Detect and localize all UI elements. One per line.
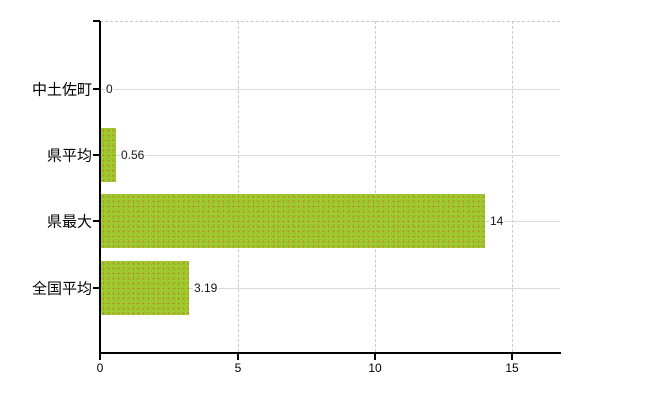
x-tick-label-10: 10: [368, 361, 382, 375]
x-tick-label-5: 5: [234, 361, 242, 375]
category-label: 全国平均: [31, 280, 92, 298]
category-tick: [93, 287, 100, 289]
category-gridline: [100, 89, 560, 90]
category-gridline: [100, 288, 560, 289]
category-axis-top-tick: [93, 20, 100, 22]
bar-value-label: 14: [489, 214, 505, 228]
bar: [101, 261, 189, 315]
plot-top-border: [100, 21, 560, 22]
bar-value-label: 0.56: [120, 148, 146, 162]
x-tick-10: [374, 353, 376, 360]
gridline-x-10: [375, 21, 376, 352]
x-tick-0: [99, 353, 101, 360]
y-axis-line: [99, 21, 101, 354]
bar: [101, 128, 116, 182]
category-tick: [93, 220, 100, 222]
category-tick: [93, 154, 100, 156]
category-tick: [93, 88, 100, 90]
bar: [101, 194, 485, 248]
gridline-x-15: [512, 21, 513, 352]
x-tick-15: [511, 353, 513, 360]
category-label: 中土佐町: [31, 81, 92, 99]
x-tick-5: [237, 353, 239, 360]
category-label: 県平均: [46, 147, 92, 165]
category-gridline: [100, 155, 560, 156]
x-tick-label-15: 15: [505, 361, 519, 375]
x-axis-line: [99, 352, 561, 354]
bar-value-label: 0: [105, 82, 114, 96]
gridline-x-5: [238, 21, 239, 352]
bar-value-label: 3.19: [193, 281, 219, 295]
x-tick-label-0: 0: [96, 361, 104, 375]
category-label: 県最大: [46, 213, 92, 231]
